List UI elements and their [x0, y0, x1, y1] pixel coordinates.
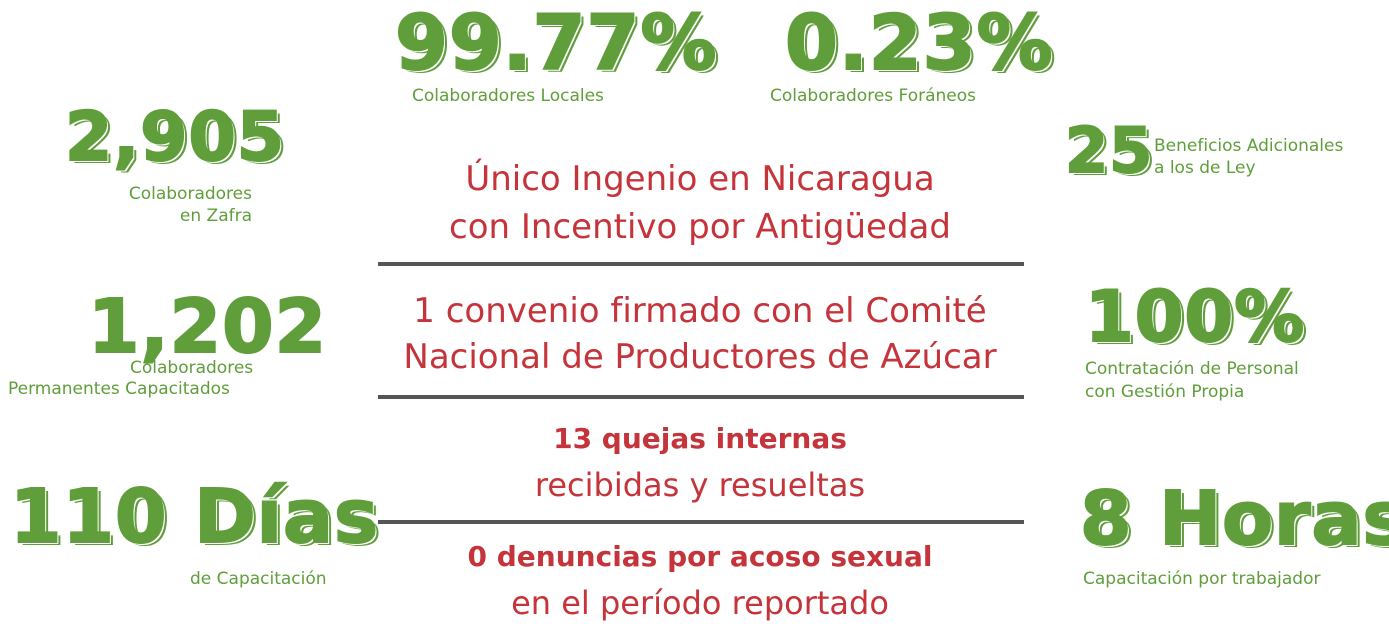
stat-figure: 1,202	[87, 284, 328, 370]
stat-caption: Capacitación por trabajador	[1083, 569, 1321, 589]
divider	[378, 520, 1024, 524]
highlight-line: Único Ingenio en Nicaragua	[465, 159, 935, 199]
highlight-line: en el período reportado	[511, 584, 889, 622]
divider	[378, 395, 1024, 399]
stat-caption: Colaboradores	[130, 358, 254, 378]
highlight-line: con Incentivo por Antigüedad	[449, 207, 951, 247]
highlight-line: 0 denuncias por acoso sexual	[467, 540, 933, 573]
stat-figure: 110 Días	[9, 474, 380, 560]
stat-figure: 2,905	[64, 98, 286, 177]
stat-figure: 100%	[1084, 276, 1306, 358]
stat-caption: Contratación de Personal	[1085, 359, 1299, 379]
stat-caption: con Gestión Propia	[1085, 382, 1245, 402]
highlight-line: 13 quejas internas	[553, 422, 847, 455]
stat-figure: 8 Horas	[1079, 476, 1389, 562]
stat-caption: Colaboradores Locales	[412, 86, 604, 106]
stat-caption: Colaboradores Foráneos	[770, 86, 977, 106]
highlight-line: 1 convenio firmado con el Comité	[413, 291, 987, 331]
stat-caption: en Zafra	[179, 206, 252, 226]
stat-caption: Permanentes Capacitados	[8, 379, 230, 399]
divider	[378, 262, 1024, 266]
stat-caption: Colaboradores	[128, 184, 252, 204]
stat-figure: 0.23%	[784, 0, 1054, 87]
stat-caption: de Capacitación	[190, 569, 327, 589]
stat-caption: Beneficios Adicionales	[1154, 136, 1344, 156]
highlight-line: recibidas y resueltas	[534, 466, 866, 504]
highlight-line: Nacional de Productores de Azúcar	[403, 337, 997, 377]
stat-figure: 99.77%	[394, 0, 718, 87]
stat-caption: a los de Ley	[1154, 158, 1256, 178]
stat-figure: 25	[1064, 114, 1154, 187]
